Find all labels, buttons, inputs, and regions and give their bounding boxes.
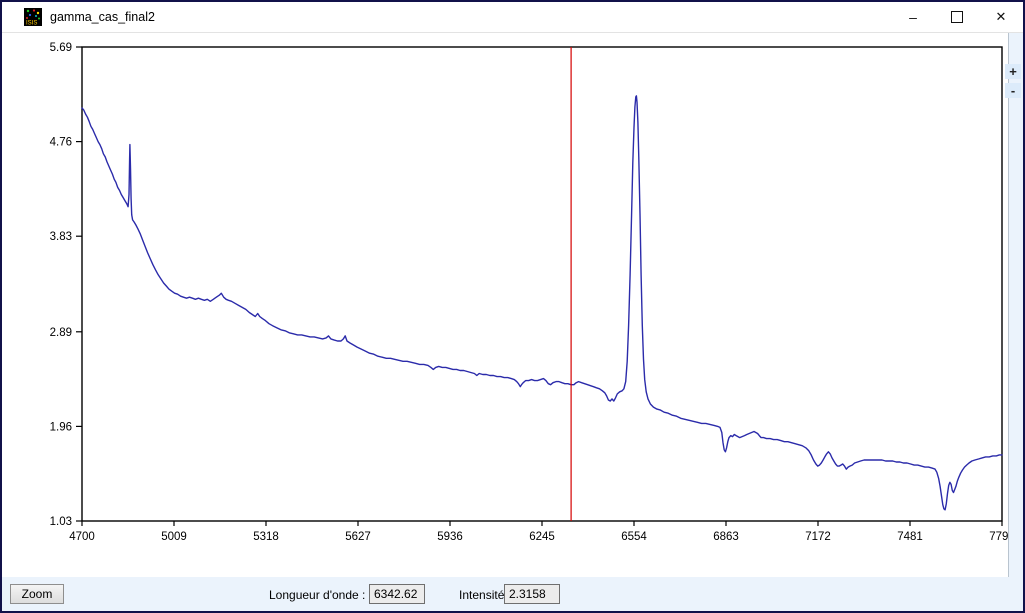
chart-panel: 4700 5009 5318 5627 5936 6245 6554 6863 7172 7481… [2, 33, 1015, 580]
svg-text:5627: 5627 [345, 531, 371, 543]
maximize-icon [951, 11, 963, 23]
close-icon: ✕ [995, 9, 1007, 24]
svg-text:5.69: 5.69 [50, 42, 72, 54]
svg-text:6245: 6245 [529, 531, 555, 543]
svg-text:7172: 7172 [805, 531, 831, 543]
svg-text:3.83: 3.83 [50, 231, 72, 243]
svg-text:4.76: 4.76 [50, 137, 72, 149]
status-bar: Zoom Longueur d'onde : Intensité : [2, 577, 1023, 611]
svg-text:5936: 5936 [437, 531, 463, 543]
spectrum-chart[interactable]: 4700 5009 5318 5627 5936 6245 6554 6863 7172 7481… [2, 33, 1015, 579]
svg-text:2.89: 2.89 [50, 327, 72, 339]
wavelength-field[interactable] [369, 584, 425, 604]
wavelength-label: Longueur d'onde : [269, 588, 366, 602]
zoom-in-button[interactable]: + [1005, 64, 1021, 79]
title-bar[interactable]: ISIS gamma_cas_final2 – ✕ [2, 2, 1023, 33]
svg-text:5318: 5318 [253, 531, 279, 543]
zoom-out-button[interactable]: - [1005, 83, 1021, 98]
svg-text:7790: 7790 [989, 531, 1008, 543]
isis-app-icon: ISIS [24, 8, 42, 26]
close-button[interactable]: ✕ [979, 2, 1023, 32]
window-title: gamma_cas_final2 [50, 10, 155, 24]
maximize-button[interactable] [935, 2, 979, 32]
intensity-field[interactable] [504, 584, 560, 604]
intensity-label: Intensité : [459, 588, 512, 602]
client-area: 4700 5009 5318 5627 5936 6245 6554 6863 7172 7481… [2, 33, 1023, 611]
minimize-button[interactable]: – [891, 2, 935, 32]
svg-text:1.96: 1.96 [50, 421, 72, 433]
svg-text:7481: 7481 [897, 531, 923, 543]
svg-text:5009: 5009 [161, 531, 187, 543]
svg-text:6554: 6554 [621, 531, 647, 543]
svg-text:6863: 6863 [713, 531, 739, 543]
zoom-button[interactable]: Zoom [10, 584, 64, 604]
svg-text:ISIS: ISIS [26, 21, 37, 27]
minimize-icon: – [909, 9, 917, 25]
svg-text:1.03: 1.03 [50, 516, 72, 528]
svg-text:4700: 4700 [69, 531, 95, 543]
